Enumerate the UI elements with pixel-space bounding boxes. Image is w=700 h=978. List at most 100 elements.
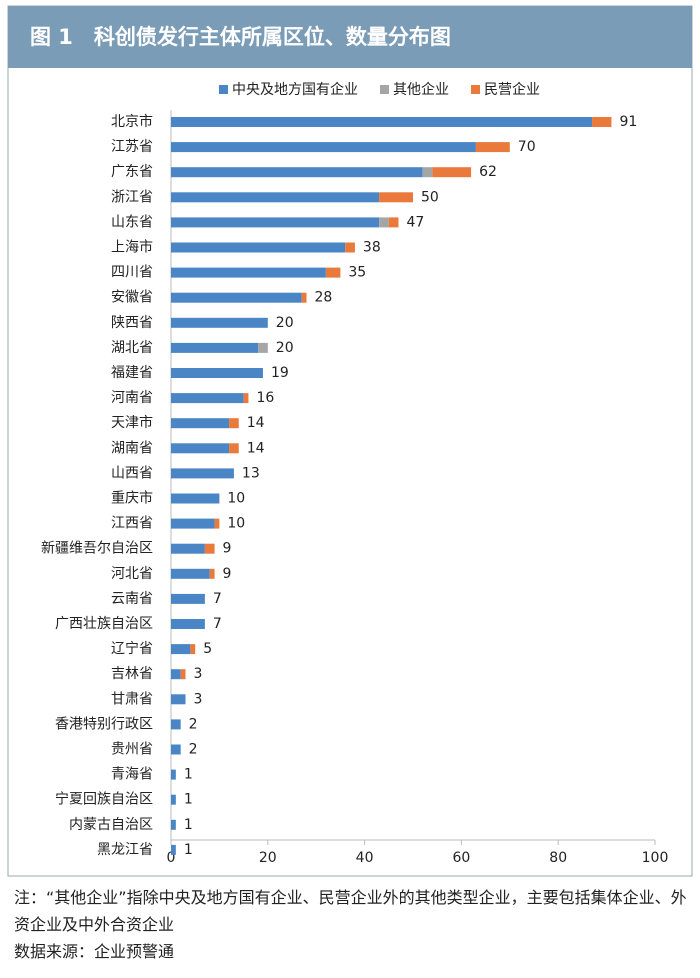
y-tick-label: 湖北省 [111, 340, 153, 356]
y-tick-label: 山西省 [111, 465, 153, 481]
y-tick-label: 黑龙江省 [97, 842, 153, 858]
total-label: 1 [184, 767, 193, 783]
total-label: 13 [242, 465, 260, 481]
legend-swatch [471, 85, 480, 94]
y-tick-label: 内蒙古自治区 [69, 817, 153, 833]
total-label: 2 [189, 716, 198, 732]
bar-segment [171, 694, 186, 705]
total-label: 14 [247, 415, 265, 431]
total-label: 10 [227, 491, 245, 507]
bar-segment [171, 317, 268, 328]
bar-segment [171, 819, 176, 830]
chart: 图 1 科创债发行主体所属区位、数量分布图 0 20 40 60 80 100 中央及地方国… [7, 5, 693, 877]
bar-segment [379, 192, 413, 203]
bar-segment [229, 418, 239, 429]
y-tick-label: 贵州省 [111, 742, 153, 758]
bar-segment [171, 644, 191, 655]
total-label: 50 [421, 189, 439, 205]
bar-segment [190, 644, 196, 655]
bar-segment [171, 443, 230, 454]
bar-segment [301, 292, 307, 303]
bar-segment [171, 393, 244, 404]
legend-swatch [219, 85, 228, 94]
bar-segment [180, 669, 186, 680]
total-label: 35 [348, 265, 366, 281]
y-tick-label: 云南省 [111, 591, 153, 607]
y-tick-label: 青海省 [111, 767, 153, 783]
bar-segment [171, 518, 215, 529]
bar-segment [432, 167, 472, 178]
y-tick-label: 陕西省 [111, 315, 153, 331]
bar-segment [229, 443, 239, 454]
bar-segment [258, 342, 268, 353]
total-label: 9 [223, 541, 232, 557]
total-label: 2 [189, 742, 198, 758]
total-label: 16 [256, 390, 274, 406]
bar-segment [171, 493, 220, 504]
bar-segment [171, 669, 181, 680]
legend-swatch [380, 85, 389, 94]
total-label: 19 [271, 365, 289, 381]
total-label: 70 [518, 139, 536, 155]
y-tick-label: 湖南省 [111, 440, 153, 456]
bar-segment [171, 217, 380, 228]
bar-segment [171, 418, 230, 429]
bar-segment [171, 117, 593, 127]
y-tick-label: 辽宁省 [111, 640, 153, 657]
total-label: 1 [184, 817, 193, 833]
x-tick-label: 20 [259, 850, 277, 866]
total-label: 38 [363, 240, 381, 256]
total-label: 3 [194, 691, 203, 707]
bar-segment [388, 217, 399, 228]
bar-segment [171, 769, 176, 780]
bar-segment [171, 192, 380, 203]
source: 数据来源：企业预警通 [14, 942, 175, 961]
y-tick-label: 上海市 [111, 239, 153, 256]
y-tick-label: 安徽省 [111, 290, 153, 306]
bar-segment [171, 368, 263, 378]
total-label: 7 [213, 591, 222, 607]
x-tick-label: 0 [167, 850, 176, 866]
y-tick-label: 广西壮族自治区 [55, 616, 153, 632]
y-tick-label: 吉林省 [111, 666, 153, 682]
bar-segment [171, 543, 205, 554]
total-label: 91 [619, 114, 637, 130]
y-tick-label: 重庆市 [111, 490, 153, 507]
bar-segment [171, 342, 259, 353]
bar-segment [325, 267, 341, 278]
bar-segment [171, 794, 176, 805]
x-tick-label: 40 [356, 850, 374, 866]
total-label: 7 [213, 616, 222, 632]
y-tick-label: 香港特别行政区 [55, 716, 153, 732]
bar-segment [171, 568, 210, 579]
bar-segment [422, 167, 433, 178]
y-tick-label: 福建省 [111, 365, 153, 381]
total-label: 3 [194, 666, 203, 682]
legend-label: 民营企业 [484, 81, 540, 98]
total-label: 1 [184, 842, 193, 858]
note: 注：“其他企业”指除中央及地方国有企业、民营企业外的其他类型企业，主要包括集体企… [14, 888, 687, 934]
y-tick-label: 北京市 [111, 113, 153, 130]
y-tick-label: 江苏省 [111, 139, 153, 155]
bar-segment [171, 142, 476, 153]
bar-segment [592, 117, 612, 127]
bar-segment [475, 142, 510, 153]
bar-segment [171, 267, 326, 278]
y-tick-label: 河南省 [111, 390, 153, 406]
y-tick-label: 四川省 [111, 265, 153, 281]
bar-segment [171, 744, 181, 755]
chart-title: 图 1 科创债发行主体所属区位、数量分布图 [30, 25, 451, 49]
y-tick-label: 天津市 [111, 414, 153, 431]
x-tick-label: 100 [642, 850, 669, 866]
bar-segment [379, 217, 389, 228]
total-label: 5 [203, 641, 212, 657]
y-tick-label: 浙江省 [111, 189, 153, 205]
total-label: 28 [315, 290, 333, 306]
total-label: 14 [247, 440, 265, 456]
bar-segment [171, 468, 234, 479]
bar-segment [171, 292, 302, 303]
total-label: 9 [223, 566, 232, 582]
bar-segment [204, 543, 215, 554]
bar-segment [171, 167, 423, 178]
x-tick-label: 80 [549, 850, 567, 866]
